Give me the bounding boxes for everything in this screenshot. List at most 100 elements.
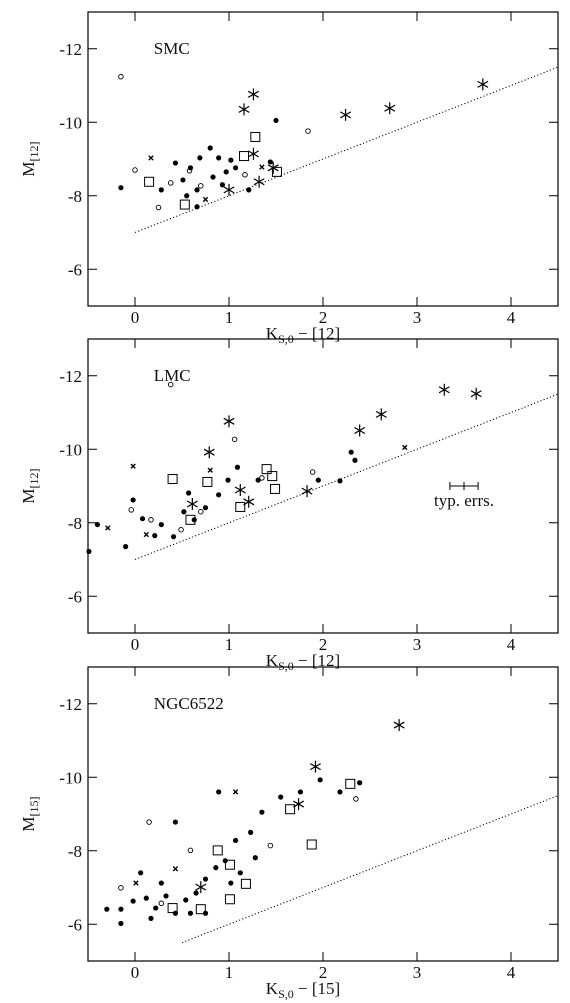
square-point — [285, 804, 296, 815]
cross-point — [130, 463, 136, 469]
dot-point — [337, 478, 343, 484]
square-point — [306, 839, 317, 850]
dot-point — [197, 155, 203, 161]
square-point — [240, 878, 251, 889]
cross-point — [259, 164, 265, 170]
dot-point — [153, 905, 159, 911]
dot-point — [172, 910, 179, 916]
y-tick-label: -6 — [68, 915, 82, 934]
dot-point — [158, 187, 164, 193]
asterisk-point — [195, 881, 207, 894]
dot-point — [278, 794, 284, 800]
dot-point — [118, 906, 124, 912]
dot-point — [202, 910, 209, 916]
dot-point — [202, 505, 209, 511]
cross-point — [143, 531, 149, 538]
square-point — [239, 151, 250, 162]
dot-point — [234, 464, 241, 470]
dot-point — [216, 155, 222, 161]
cross-point — [202, 196, 209, 203]
panel: 0 1 2 3 4 -12 -10 -8 -6 NGC6522 KS,0 − [15] M[15] — [19, 666, 559, 1001]
x-label-main: K — [266, 651, 279, 670]
asterisk-point — [247, 88, 259, 101]
dot-point — [138, 870, 144, 876]
square-point — [144, 176, 155, 187]
dot-point — [237, 870, 243, 876]
x-tick-label: 0 — [131, 963, 140, 982]
y-label-sub: [12] — [27, 468, 41, 488]
asterisk-point — [223, 415, 235, 428]
x-label-rest: − [15] — [294, 979, 340, 998]
open-circle-point — [259, 475, 265, 481]
square-point — [212, 845, 223, 856]
error-bar — [449, 482, 479, 490]
dot-point — [348, 449, 354, 455]
open-circle-point — [118, 73, 124, 80]
x-label-rest: − [12] — [294, 651, 340, 670]
x-axis-label: KS,0 − [15] — [266, 979, 340, 1001]
dot-point — [163, 893, 169, 899]
dot-point — [222, 858, 228, 864]
dot-point — [225, 477, 231, 483]
dot-point — [202, 876, 209, 882]
dot-point — [194, 204, 200, 210]
dot-point — [172, 819, 179, 825]
y-label-main: M — [19, 488, 38, 503]
asterisk-point — [384, 102, 396, 115]
x-tick-label: 1 — [225, 635, 234, 654]
reference-line — [134, 393, 559, 560]
open-circle-point — [118, 885, 124, 891]
asterisk-point — [309, 760, 321, 773]
y-axis-label: M[12] — [19, 468, 41, 503]
open-circle-point — [155, 204, 162, 211]
open-circle-point — [231, 436, 238, 443]
dot-point — [246, 187, 252, 193]
asterisk-point — [393, 719, 405, 732]
square-point — [179, 199, 190, 210]
square-point — [224, 894, 235, 905]
open-circle-point — [178, 526, 184, 533]
asterisk-point — [477, 78, 489, 91]
square-point — [261, 464, 272, 475]
dot-point — [216, 492, 222, 498]
y-label-sub: [15] — [27, 796, 41, 816]
dot-point — [223, 169, 229, 175]
asterisk-point — [375, 408, 387, 421]
dot-point — [228, 157, 234, 163]
y-tick-label: -8 — [68, 187, 82, 206]
dot-point — [219, 182, 226, 188]
asterisk-point — [247, 147, 259, 160]
dot-point — [191, 517, 197, 523]
square-point — [270, 483, 281, 494]
square-point — [195, 904, 206, 915]
asterisk-point — [253, 175, 265, 188]
dot-point — [172, 160, 179, 166]
dot-point — [118, 920, 124, 927]
x-tick-label: 4 — [507, 635, 516, 654]
y-label-main: M — [19, 816, 38, 831]
dot-point — [139, 516, 146, 522]
open-circle-point — [187, 847, 194, 854]
dot-point — [143, 895, 149, 901]
open-circle-point — [353, 796, 359, 802]
dot-point — [170, 534, 177, 540]
reference-line — [181, 795, 559, 944]
y-tick-label: -10 — [59, 768, 82, 787]
dot-point — [232, 837, 239, 844]
dot-point — [317, 777, 323, 783]
y-tick-label: -12 — [59, 367, 82, 386]
y-tick-label: -12 — [59, 695, 82, 714]
y-tick-label: -6 — [68, 587, 82, 606]
dot-point — [216, 789, 222, 795]
y-tick-label: -8 — [68, 842, 82, 861]
open-circle-point — [267, 842, 274, 849]
cross-point — [402, 444, 408, 451]
dot-point — [187, 910, 194, 916]
panel: 0 1 2 3 4 -12 -10 -8 -6 SMC KS,0 − [12] M[12] — [19, 11, 559, 346]
x-label-sub: S,0 — [278, 987, 294, 1001]
square-point — [271, 166, 282, 177]
panel-title: SMC — [154, 39, 190, 58]
asterisk-point — [470, 387, 482, 400]
